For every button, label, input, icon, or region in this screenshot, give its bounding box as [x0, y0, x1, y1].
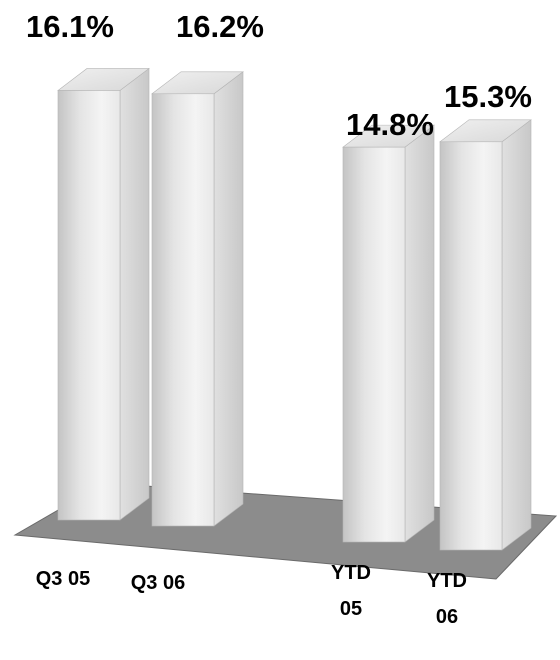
- data-label: 16.2%: [176, 9, 264, 44]
- data-label: 16.1%: [26, 9, 114, 44]
- tick-label: Q3 05: [36, 568, 90, 590]
- bar: [57, 67, 150, 521]
- bar-side-face: [404, 124, 435, 543]
- bar-side-face: [501, 119, 532, 551]
- bar-front-face: [439, 141, 503, 551]
- bar-front-face: [151, 93, 215, 527]
- tick-label: YTD 06: [427, 570, 467, 628]
- bar-front-face: [57, 90, 121, 521]
- bar-side-face: [119, 67, 150, 521]
- data-label: 15.3%: [444, 79, 532, 114]
- bar: [439, 119, 532, 551]
- bar-front-face: [342, 146, 406, 543]
- tick-label: Q3 06: [131, 572, 185, 594]
- bar-side-face: [213, 71, 244, 527]
- bar: [151, 71, 244, 527]
- tick-label: YTD 05: [331, 562, 371, 620]
- data-label: 14.8%: [346, 107, 434, 142]
- bar: [342, 124, 435, 543]
